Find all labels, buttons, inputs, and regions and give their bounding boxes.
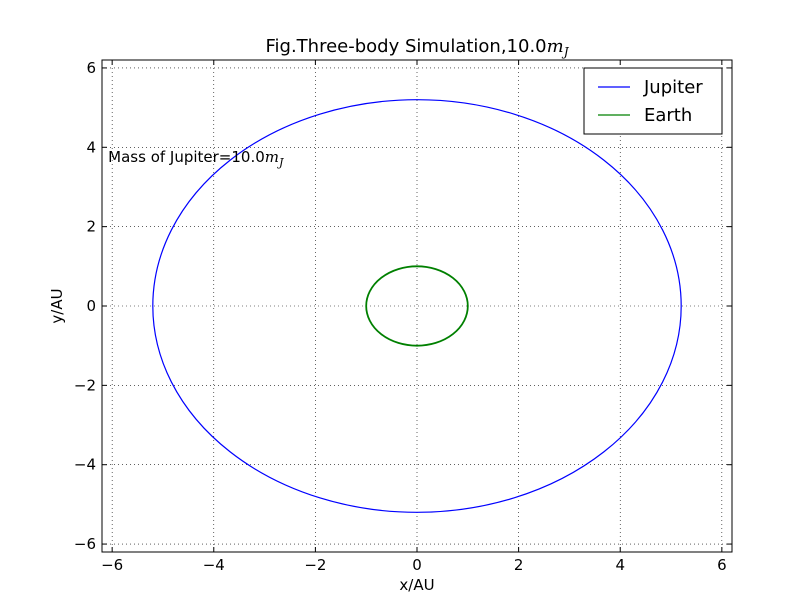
x-tick-label: 0	[412, 556, 422, 574]
x-tick-label: 6	[717, 556, 727, 574]
x-tick-label: −2	[304, 556, 326, 574]
series-layer	[152, 99, 682, 513]
y-tick-label: 6	[86, 59, 96, 77]
x-tick-label: −4	[203, 556, 225, 574]
orbit-earth	[365, 265, 469, 347]
ticks: −6 −4 −2 0 2 4 6 −6 −4 −2 0 2 4 6	[74, 59, 732, 574]
orbit-jupiter	[152, 99, 682, 513]
legend: Jupiter Earth	[583, 67, 723, 135]
y-tick-label: −2	[74, 376, 96, 394]
chart-title: Fig.Three-body Simulation,10.0mJ	[265, 36, 569, 59]
x-tick-label: 4	[615, 556, 625, 574]
legend-label-earth: Earth	[644, 105, 692, 126]
y-tick-label: −4	[74, 456, 96, 474]
y-tick-label: 4	[86, 138, 96, 156]
mass-annotation: Mass of Jupiter=10.0mJ	[108, 148, 284, 169]
legend-label-jupiter: Jupiter	[643, 77, 703, 98]
y-tick-label: 2	[86, 218, 96, 236]
x-tick-label: −6	[101, 556, 123, 574]
y-tick-label: 0	[86, 297, 96, 315]
x-axis-title: x/AU	[399, 576, 434, 594]
y-tick-label: −6	[74, 535, 96, 553]
y-axis-title: y/AU	[48, 288, 66, 323]
legend-box	[583, 67, 723, 135]
x-tick-label: 2	[514, 556, 524, 574]
